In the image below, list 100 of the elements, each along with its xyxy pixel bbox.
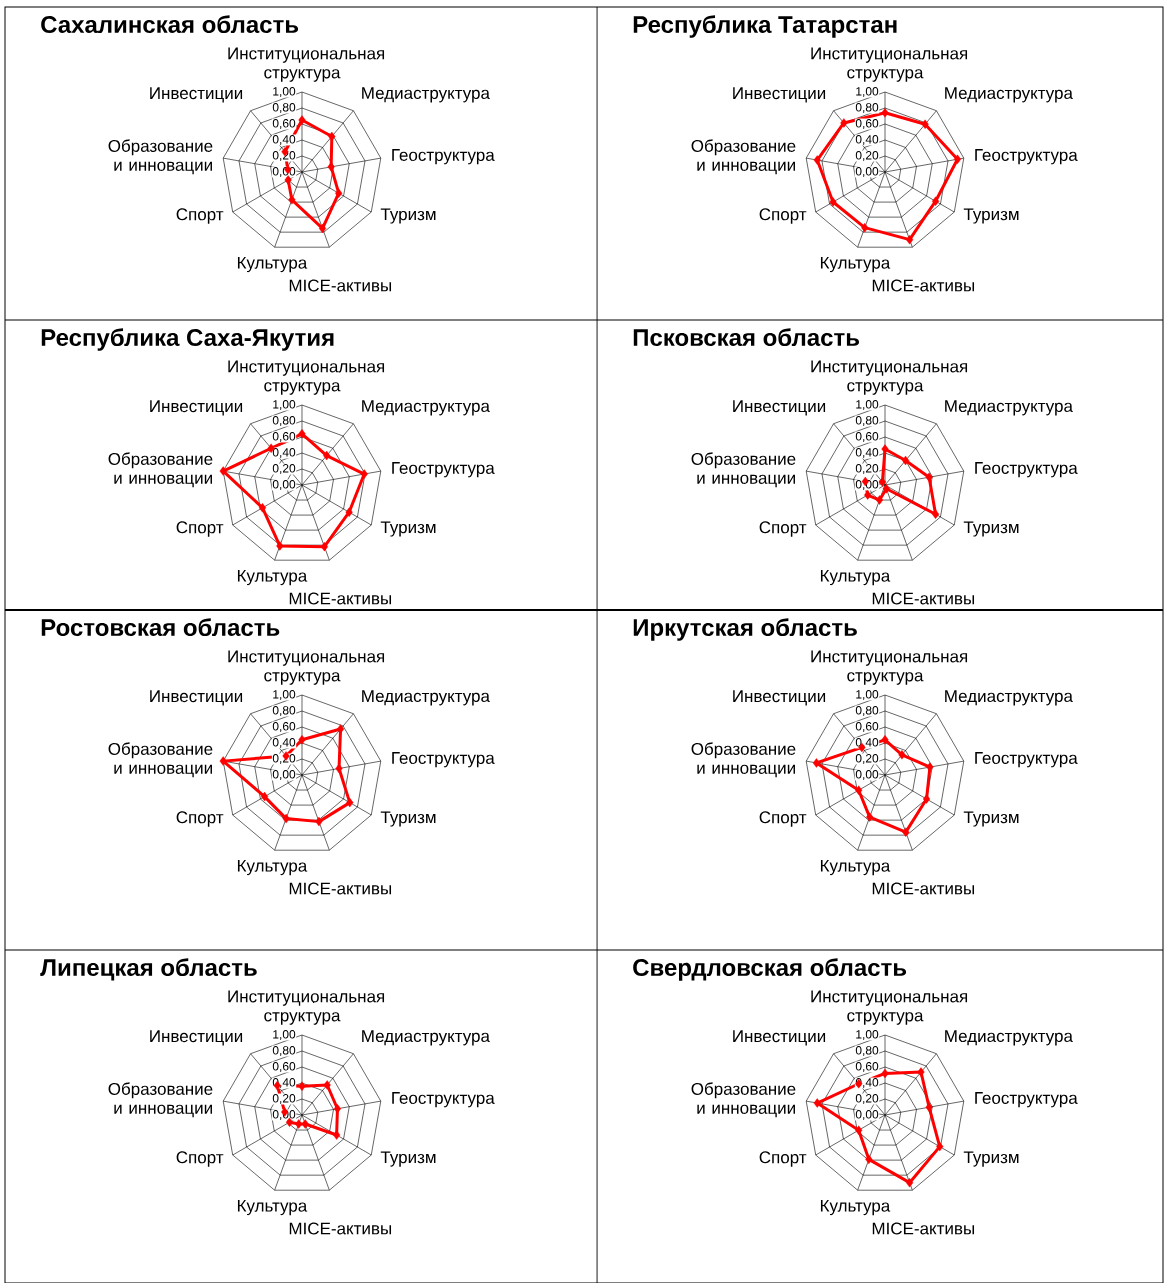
y-tick-label: 0,40 xyxy=(272,135,296,145)
chart-title: Республика Татарстан xyxy=(633,15,897,38)
y-tick-label: 1,00 xyxy=(273,400,296,410)
spoke-label: Культура xyxy=(237,859,308,876)
y-tick-label: 1,00 xyxy=(273,690,296,700)
spoke-label: Медиаструктура xyxy=(362,87,490,103)
spoke-label: Образование и инновации xyxy=(108,452,213,488)
spoke-label: Геоструктура xyxy=(975,149,1078,165)
y-tick-label: 0,80 xyxy=(272,1046,296,1056)
y-tick-label: 0,80 xyxy=(272,416,296,426)
spoke-label: MICE-активы xyxy=(289,1222,392,1235)
spoke-label: Медиаструктура xyxy=(945,87,1073,103)
spoke-label: Геоструктура xyxy=(392,1092,495,1108)
y-tick-label: 1,00 xyxy=(856,400,879,410)
spoke-label: Институциональная структура xyxy=(811,47,968,82)
y-tick-label: 0,20 xyxy=(272,1094,296,1104)
spoke-label: Медиаструктура xyxy=(945,1030,1073,1046)
spoke-label: Институциональная структура xyxy=(811,990,968,1025)
spoke-label: Геоструктура xyxy=(975,1092,1078,1108)
y-tick-label: 0,00 xyxy=(272,480,296,490)
y-tick-label: 0,20 xyxy=(855,464,879,474)
y-tick-label: 1,00 xyxy=(273,87,296,97)
spoke-label: MICE-активы xyxy=(289,882,392,895)
spoke-label: Туризм xyxy=(963,208,1019,224)
spoke-label: Туризм xyxy=(380,811,436,827)
spoke-label: Образование и инновации xyxy=(691,1082,796,1118)
y-tick-label: 0,60 xyxy=(272,722,296,732)
y-tick-label: 0,80 xyxy=(272,706,296,716)
y-tick-label: 0,40 xyxy=(855,738,879,748)
spoke-label: Геоструктура xyxy=(392,149,495,165)
spoke-label: Инвестиции xyxy=(733,400,826,416)
spoke-label: Медиаструктура xyxy=(362,690,490,706)
chart-title: Липецкая область xyxy=(40,958,257,981)
chart-title: Иркутская область xyxy=(633,618,857,641)
y-tick-label: 0,60 xyxy=(855,119,879,129)
spoke-label: Инвестиции xyxy=(150,87,243,103)
y-tick-label: 0,60 xyxy=(272,432,296,442)
spoke-label: Медиаструктура xyxy=(362,400,490,416)
y-tick-label: 0,60 xyxy=(855,722,879,732)
spoke-label: Спорт xyxy=(759,208,807,224)
y-tick-label: 0,00 xyxy=(855,770,879,780)
spoke-label: Культура xyxy=(820,1199,891,1216)
y-tick-label: 0,20 xyxy=(855,151,879,161)
spoke-label: Спорт xyxy=(759,521,807,537)
spoke-label: Туризм xyxy=(963,811,1019,827)
y-tick-label: 0,60 xyxy=(855,1062,879,1072)
y-tick-label: 0,60 xyxy=(272,1062,296,1072)
spoke-label: Геоструктура xyxy=(392,462,495,478)
spoke-label: MICE-активы xyxy=(289,592,392,605)
y-tick-label: 0,40 xyxy=(855,135,879,145)
spoke-label: Образование и инновации xyxy=(691,452,796,488)
y-tick-label: 1,00 xyxy=(273,1030,296,1040)
y-tick-label: 0,80 xyxy=(855,416,879,426)
chart-title: Сахалинская область xyxy=(41,15,299,34)
spoke-label: Геоструктура xyxy=(392,752,495,768)
spoke-label: Культура xyxy=(820,569,891,586)
y-tick-label: 1,00 xyxy=(856,1030,879,1040)
spoke-label: Спорт xyxy=(759,811,807,827)
y-tick-label: 0,80 xyxy=(272,103,296,113)
spoke-label: MICE-активы xyxy=(289,279,392,292)
y-tick-label: 0,20 xyxy=(272,464,296,474)
spoke-label: Геоструктура xyxy=(975,462,1078,478)
spoke-label: Туризм xyxy=(963,1151,1019,1167)
spoke-label: Инвестиции xyxy=(733,690,826,706)
y-tick-label: 0,40 xyxy=(272,738,296,748)
spoke-label: Образование и инновации xyxy=(691,139,796,175)
spoke-label: Медиаструктура xyxy=(945,690,1073,706)
spoke-label: Инвестиции xyxy=(733,87,826,103)
y-tick-label: 0,80 xyxy=(855,706,879,716)
spoke-label: Институциональная структура xyxy=(811,650,968,685)
y-tick-label: 1,00 xyxy=(856,690,879,700)
y-tick-label: 0,20 xyxy=(855,754,879,764)
spoke-label: Образование и инновации xyxy=(108,1082,213,1118)
spoke-label: Институциональная структура xyxy=(228,360,385,395)
spoke-label: Туризм xyxy=(380,521,436,537)
spoke-label: Инвестиции xyxy=(150,690,243,706)
chart-title: Свердловская область xyxy=(633,958,907,981)
chart-title: Ростовская область xyxy=(41,618,280,637)
spoke-label: Спорт xyxy=(176,521,224,537)
spoke-label: Культура xyxy=(820,256,891,273)
y-tick-label: 0,00 xyxy=(855,1110,879,1120)
spoke-label: Медиаструктура xyxy=(945,400,1073,416)
spoke-label: Медиаструктура xyxy=(362,1030,490,1046)
spoke-label: Культура xyxy=(237,256,308,273)
spoke-label: Геоструктура xyxy=(975,752,1078,768)
y-tick-label: 0,40 xyxy=(855,448,879,458)
spoke-label: Туризм xyxy=(380,1151,436,1167)
spoke-label: Спорт xyxy=(176,1151,224,1167)
y-tick-label: 0,80 xyxy=(855,103,879,113)
spoke-label: MICE-активы xyxy=(872,279,975,292)
spoke-label: Спорт xyxy=(176,811,224,827)
spoke-label: Культура xyxy=(237,1199,308,1216)
spoke-label: Инвестиции xyxy=(733,1030,826,1046)
y-tick-label: 0,80 xyxy=(855,1046,879,1056)
spoke-label: MICE-активы xyxy=(872,882,975,895)
spoke-label: Туризм xyxy=(963,521,1019,537)
y-tick-label: 0,00 xyxy=(272,770,296,780)
spoke-label: Институциональная структура xyxy=(228,47,385,82)
spoke-label: MICE-активы xyxy=(872,592,975,605)
spoke-label: Культура xyxy=(820,859,891,876)
